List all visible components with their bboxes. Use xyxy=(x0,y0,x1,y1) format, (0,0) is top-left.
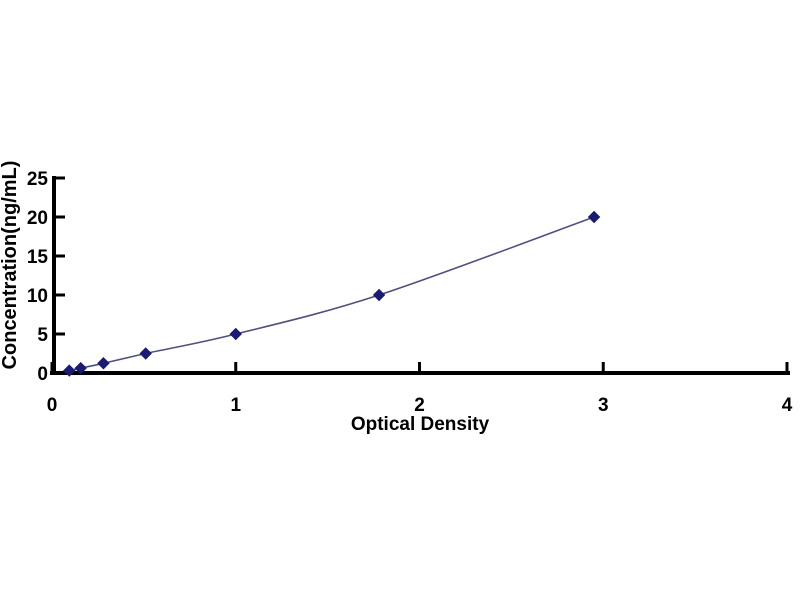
data-point-marker xyxy=(372,288,386,302)
y-tick-label: 15 xyxy=(27,247,49,268)
x-tick-label: 4 xyxy=(782,395,793,416)
y-tick-label: 5 xyxy=(37,325,48,346)
x-tick-label: 1 xyxy=(230,395,241,416)
x-tick-label: 2 xyxy=(414,395,425,416)
x-tick-label: 0 xyxy=(47,395,58,416)
data-point-marker xyxy=(74,361,87,375)
y-tick-label: 0 xyxy=(37,364,48,385)
data-point-marker xyxy=(587,210,601,224)
y-tick-label: 20 xyxy=(27,208,48,229)
y-tick-label: 10 xyxy=(27,286,48,307)
data-point-marker xyxy=(139,347,152,360)
data-point-marker xyxy=(63,364,76,377)
data-point-marker xyxy=(229,327,242,341)
x-tick-label: 3 xyxy=(598,395,609,416)
x-axis-title: Optical Density xyxy=(351,414,490,435)
data-point-marker xyxy=(97,357,110,370)
y-tick-label: 25 xyxy=(27,169,49,190)
y-axis-title: Concentration(ng/mL) xyxy=(0,161,21,370)
curve-line xyxy=(69,216,595,372)
